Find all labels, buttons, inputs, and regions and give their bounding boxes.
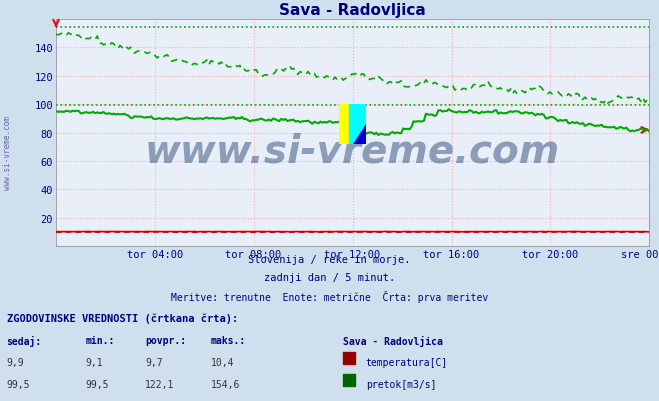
Polygon shape [349,105,366,145]
Text: www.si-vreme.com: www.si-vreme.com [3,115,13,189]
Text: 122,1: 122,1 [145,379,175,389]
Text: temperatura[C]: temperatura[C] [366,357,448,367]
Text: 99,5: 99,5 [86,379,109,389]
Text: 99,5: 99,5 [7,379,30,389]
Text: povpr.:: povpr.: [145,335,186,345]
Text: sedaj:: sedaj: [7,335,42,346]
Text: 9,7: 9,7 [145,357,163,367]
Text: min.:: min.: [86,335,115,345]
Text: pretok[m3/s]: pretok[m3/s] [366,379,436,389]
Text: ZGODOVINSKE VREDNOSTI (črtkana črta):: ZGODOVINSKE VREDNOSTI (črtkana črta): [7,313,238,323]
Text: Slovenija / reke in morje.: Slovenija / reke in morje. [248,255,411,265]
Text: 154,6: 154,6 [211,379,241,389]
Text: www.si-vreme.com: www.si-vreme.com [145,132,560,170]
Text: zadnji dan / 5 minut.: zadnji dan / 5 minut. [264,273,395,283]
Polygon shape [353,125,366,145]
Text: Meritve: trenutne  Enote: metrične  Črta: prva meritev: Meritve: trenutne Enote: metrične Črta: … [171,291,488,303]
Text: Sava - Radovljica: Sava - Radovljica [343,335,443,346]
Text: 9,9: 9,9 [7,357,24,367]
Text: 9,1: 9,1 [86,357,103,367]
Text: 10,4: 10,4 [211,357,235,367]
Title: Sava - Radovljica: Sava - Radovljica [279,2,426,18]
Text: maks.:: maks.: [211,335,246,345]
